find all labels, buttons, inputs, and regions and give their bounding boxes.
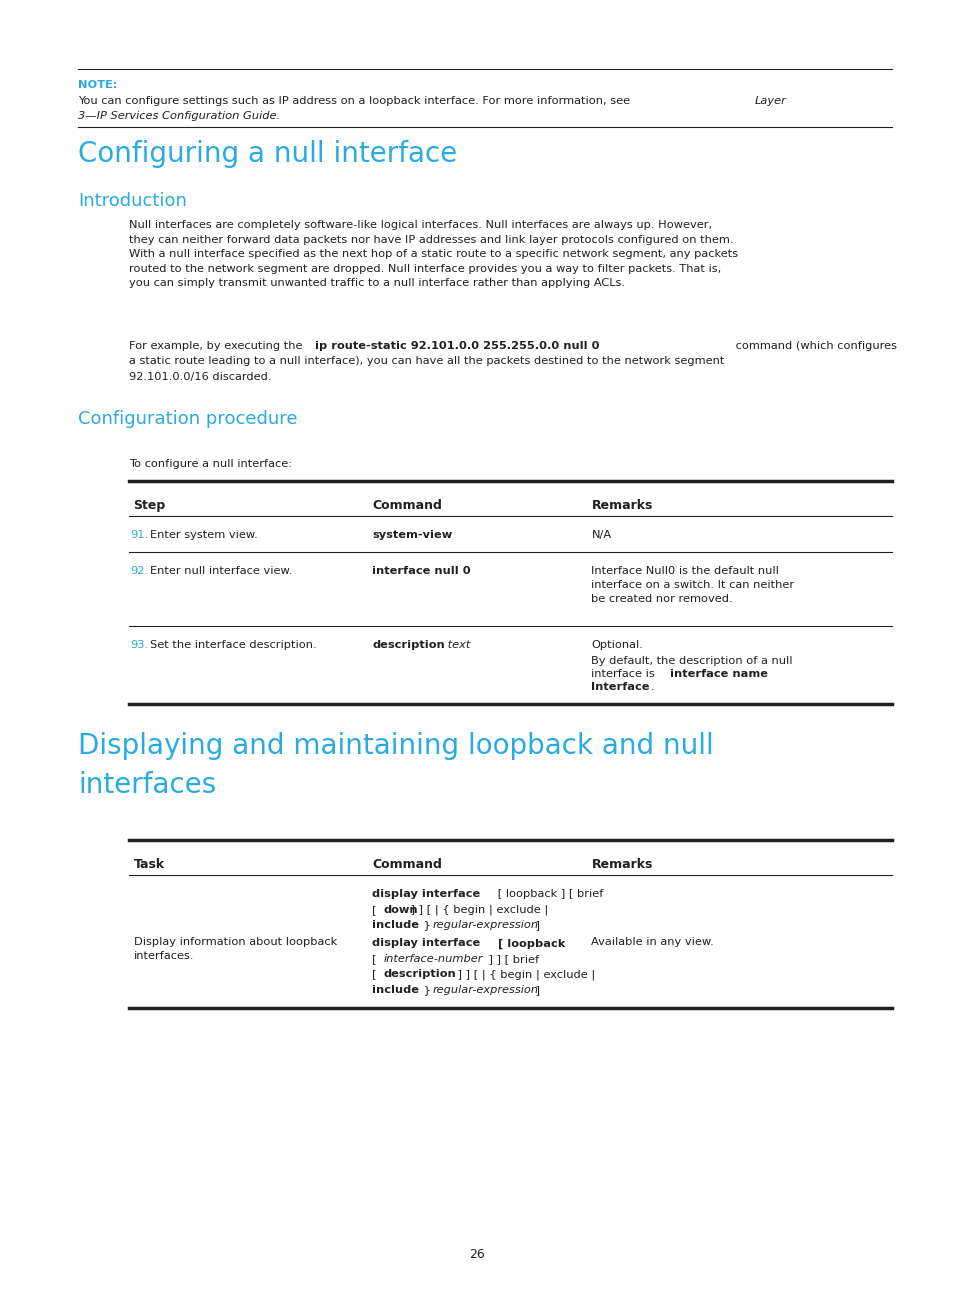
Text: text: text	[443, 640, 470, 651]
Text: For example, by executing the: For example, by executing the	[129, 341, 306, 351]
Text: Command: Command	[372, 858, 441, 871]
Text: By default, the description of a null: By default, the description of a null	[591, 656, 792, 666]
Text: command (which configures: command (which configures	[731, 341, 896, 351]
Text: You can configure settings such as IP address on a loopback interface. For more : You can configure settings such as IP ad…	[78, 96, 634, 106]
Text: include: include	[372, 985, 418, 995]
Text: [ loopback: [ loopback	[494, 938, 565, 949]
Text: Remarks: Remarks	[591, 499, 652, 512]
Text: Introduction: Introduction	[78, 192, 187, 210]
Text: interface is: interface is	[591, 669, 659, 679]
Text: Set the interface description.: Set the interface description.	[150, 640, 316, 651]
Text: display interface: display interface	[372, 889, 479, 899]
Text: Optional.: Optional.	[591, 640, 642, 651]
Text: .: .	[650, 682, 654, 692]
Text: ]: ]	[532, 985, 539, 995]
Text: ] ] [ brief: ] ] [ brief	[484, 954, 538, 964]
Text: }: }	[419, 920, 434, 931]
Text: Configuring a null interface: Configuring a null interface	[78, 140, 457, 168]
Text: description: description	[372, 640, 444, 651]
Text: Remarks: Remarks	[591, 858, 652, 871]
Text: 93.: 93.	[131, 640, 149, 651]
Text: N/A: N/A	[591, 530, 611, 540]
Text: Interface: Interface	[591, 682, 649, 692]
Text: ip route-static 92.101.0.0 255.255.0.0 null 0: ip route-static 92.101.0.0 255.255.0.0 n…	[314, 341, 598, 351]
Text: Enter system view.: Enter system view.	[150, 530, 257, 540]
Text: Enter null interface view.: Enter null interface view.	[150, 566, 292, 577]
Text: Configuration procedure: Configuration procedure	[78, 410, 297, 428]
Text: 92.101.0.0/16 discarded.: 92.101.0.0/16 discarded.	[129, 372, 271, 382]
Text: interface null 0: interface null 0	[372, 566, 470, 577]
Text: down: down	[383, 905, 417, 915]
Text: 3—IP Services Configuration Guide.: 3—IP Services Configuration Guide.	[78, 111, 280, 122]
Text: Displaying and maintaining loopback and null: Displaying and maintaining loopback and …	[78, 732, 713, 761]
Text: regular-expression: regular-expression	[432, 985, 537, 995]
Text: system-view: system-view	[372, 530, 452, 540]
Text: display interface: display interface	[372, 938, 479, 949]
Text: Step: Step	[133, 499, 166, 512]
Text: 91.: 91.	[131, 530, 149, 540]
Text: regular-expression: regular-expression	[432, 920, 537, 931]
Text: [: [	[372, 905, 380, 915]
Text: description: description	[383, 969, 456, 980]
Text: Layer: Layer	[754, 96, 785, 106]
Text: [: [	[372, 954, 380, 964]
Text: To configure a null interface:: To configure a null interface:	[129, 459, 292, 469]
Text: NOTE:: NOTE:	[78, 80, 117, 91]
Text: ] ] [ | { begin | exclude |: ] ] [ | { begin | exclude |	[454, 969, 595, 980]
Text: Available in any view.: Available in any view.	[591, 937, 714, 947]
Text: }: }	[419, 985, 434, 995]
Text: a static route leading to a null interface), you can have all the packets destin: a static route leading to a null interfa…	[129, 356, 723, 367]
Text: Command: Command	[372, 499, 441, 512]
Text: ] ] [ | { begin | exclude |: ] ] [ | { begin | exclude |	[407, 905, 548, 915]
Text: 92.: 92.	[131, 566, 149, 577]
Text: Task: Task	[133, 858, 165, 871]
Text: Interface Null0 is the default null
interface on a switch. It can neither
be cre: Interface Null0 is the default null inte…	[591, 566, 794, 604]
Text: [: [	[372, 969, 380, 980]
Text: Display information about loopback
interfaces.: Display information about loopback inter…	[133, 937, 336, 962]
Text: ]: ]	[532, 920, 539, 931]
Text: include: include	[372, 920, 418, 931]
Text: 26: 26	[469, 1248, 484, 1261]
Text: [ loopback ] [ brief: [ loopback ] [ brief	[494, 889, 603, 899]
Text: interface-number: interface-number	[383, 954, 482, 964]
Text: interfaces: interfaces	[78, 771, 216, 800]
Text: interface name: interface name	[669, 669, 767, 679]
Text: Null interfaces are completely software-like logical interfaces. Null interfaces: Null interfaces are completely software-…	[129, 220, 737, 288]
